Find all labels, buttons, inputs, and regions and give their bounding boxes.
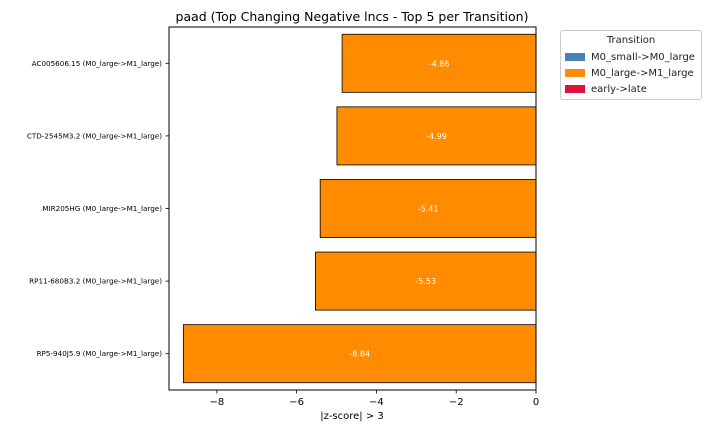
x-tick-label: 0 xyxy=(533,397,539,408)
bar-value-label: -5.41 xyxy=(418,205,439,214)
x-axis-label: |z-score| > 3 xyxy=(320,411,384,422)
legend-title: Transition xyxy=(606,35,656,46)
bar xyxy=(182,324,537,384)
legend-swatch xyxy=(565,69,585,77)
x-tick-label: −6 xyxy=(289,397,304,408)
x-tick-labels: −8 −6 −4 −2 0 xyxy=(209,390,539,408)
y-tick-label: RP11-680B3.2 (M0_large->M1_large) xyxy=(29,277,162,286)
legend-item: M0_small->M0_large xyxy=(561,49,701,65)
legend-item: early->late xyxy=(561,81,701,97)
y-tick-labels: AC005606.15 (M0_large->M1_large) CTD-2545… xyxy=(27,59,169,358)
x-tick-label: −2 xyxy=(449,397,464,408)
plot-frame xyxy=(168,26,537,391)
bar-value-label: -4.99 xyxy=(426,132,447,141)
chart-title: paad (Top Changing Negative lncs - Top 5… xyxy=(176,9,529,24)
bar xyxy=(336,106,537,166)
y-tick-label: AC005606.15 (M0_large->M1_large) xyxy=(32,59,163,68)
y-tick-label: CTD-2545M3.2 (M0_large->M1_large) xyxy=(27,131,162,140)
x-tick-label: −8 xyxy=(209,397,224,408)
bar-value-label: -8.84 xyxy=(349,350,370,359)
bar xyxy=(319,179,537,238)
legend-swatch xyxy=(565,85,585,93)
x-tick-label: −4 xyxy=(369,397,384,408)
bar-group: -4.86 -4.99 -5.41 -5.53 -8.84 xyxy=(182,33,537,384)
bar-value-label: -4.86 xyxy=(429,59,450,68)
legend-label: M0_large->M1_large xyxy=(591,67,694,79)
y-tick-label: MIR205HG (M0_large->M1_large) xyxy=(42,204,162,213)
legend-label: M0_small->M0_large xyxy=(591,51,695,63)
legend: Transition M0_small->M0_large M0_large->M… xyxy=(560,30,702,100)
legend-swatch xyxy=(565,53,585,61)
bar-value-label: -5.53 xyxy=(415,277,436,286)
bar xyxy=(315,251,537,311)
legend-item: M0_large->M1_large xyxy=(561,65,701,81)
y-tick-label: RP5-940J5.9 (M0_large->M1_large) xyxy=(37,349,163,358)
legend-label: early->late xyxy=(591,83,647,95)
